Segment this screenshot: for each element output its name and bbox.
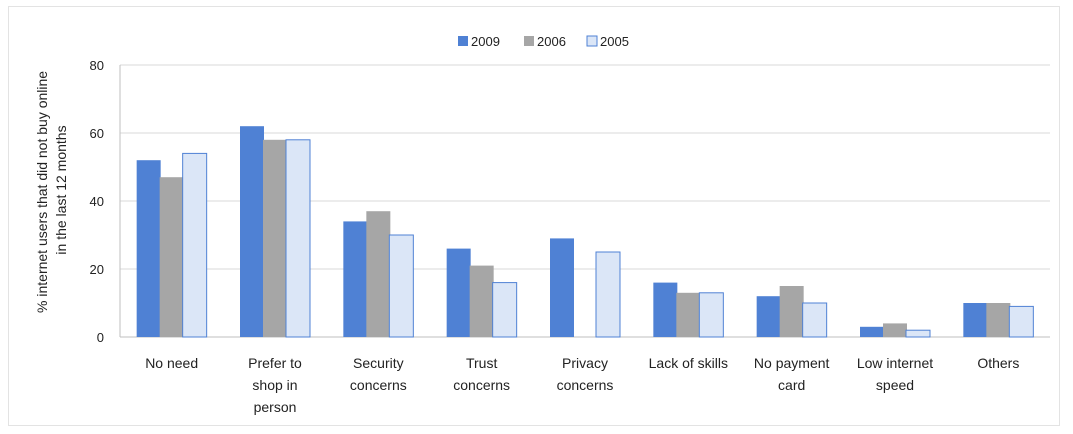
x-tick-label: No payment card xyxy=(754,355,830,393)
bar-2009 xyxy=(756,296,781,337)
bar-2005 xyxy=(905,329,931,338)
bar-2005 xyxy=(182,152,208,338)
bar-2006 xyxy=(469,265,494,337)
bar-2009 xyxy=(653,282,678,337)
legend-label-2006: 2006 xyxy=(537,34,566,49)
y-tick-label: 40 xyxy=(90,194,104,209)
bar-2009 xyxy=(240,126,264,337)
y-tick-label: 60 xyxy=(90,126,104,141)
y-axis-ticks: 0 20 40 60 80 xyxy=(90,58,104,345)
bar-2009 xyxy=(860,326,884,337)
legend-swatch-2005 xyxy=(586,35,598,47)
bar-2005 xyxy=(388,234,414,338)
bar-2009 xyxy=(963,303,988,337)
bar-2005 xyxy=(492,282,518,338)
x-tick-label: Trust concerns xyxy=(453,355,510,393)
x-tick-label: Low internet speed xyxy=(857,355,933,393)
bar-2009 xyxy=(550,238,574,337)
x-tick-label: Others xyxy=(977,355,1019,371)
legend-label-2005: 2005 xyxy=(600,34,629,49)
bar-2006 xyxy=(366,211,391,337)
bars xyxy=(136,126,1034,338)
y-axis-title-line-2: in the last 12 months xyxy=(53,125,69,254)
y-tick-label: 20 xyxy=(90,262,104,277)
x-tick-label: No need xyxy=(145,355,198,371)
y-axis-title-line-1: % internet users that did not buy online xyxy=(34,71,50,313)
bar-2005 xyxy=(285,139,311,338)
legend-label-2009: 2009 xyxy=(471,34,500,49)
bar-2005 xyxy=(1008,305,1034,338)
bar-2009 xyxy=(446,248,471,337)
legend-swatch-2006 xyxy=(524,36,534,46)
legend: 2009 2006 2005 xyxy=(458,34,629,49)
y-tick-label: 80 xyxy=(90,58,104,73)
bar-2006 xyxy=(263,139,287,337)
bar-2009 xyxy=(136,160,161,337)
x-tick-label: Privacy concerns xyxy=(557,355,614,393)
bar-2009 xyxy=(343,221,368,337)
bar-2006 xyxy=(883,323,907,337)
bar-2005 xyxy=(698,292,724,338)
y-tick-label: 0 xyxy=(97,330,104,345)
x-tick-label: Security concerns xyxy=(350,355,407,393)
bar-2005 xyxy=(595,251,621,338)
bar-2006 xyxy=(779,286,804,337)
bar-2006 xyxy=(676,292,701,337)
x-tick-label: Lack of skills xyxy=(649,355,728,371)
x-axis-labels: No need Prefer to shop in person Security con… xyxy=(145,355,1019,415)
legend-swatch-2009 xyxy=(458,36,468,46)
bar-2005 xyxy=(802,302,828,338)
bar-2006 xyxy=(986,303,1011,337)
bar-2006 xyxy=(159,177,184,337)
x-tick-label: Prefer to shop in person xyxy=(248,355,302,415)
y-axis-title: % internet users that did not buy online… xyxy=(34,67,69,313)
